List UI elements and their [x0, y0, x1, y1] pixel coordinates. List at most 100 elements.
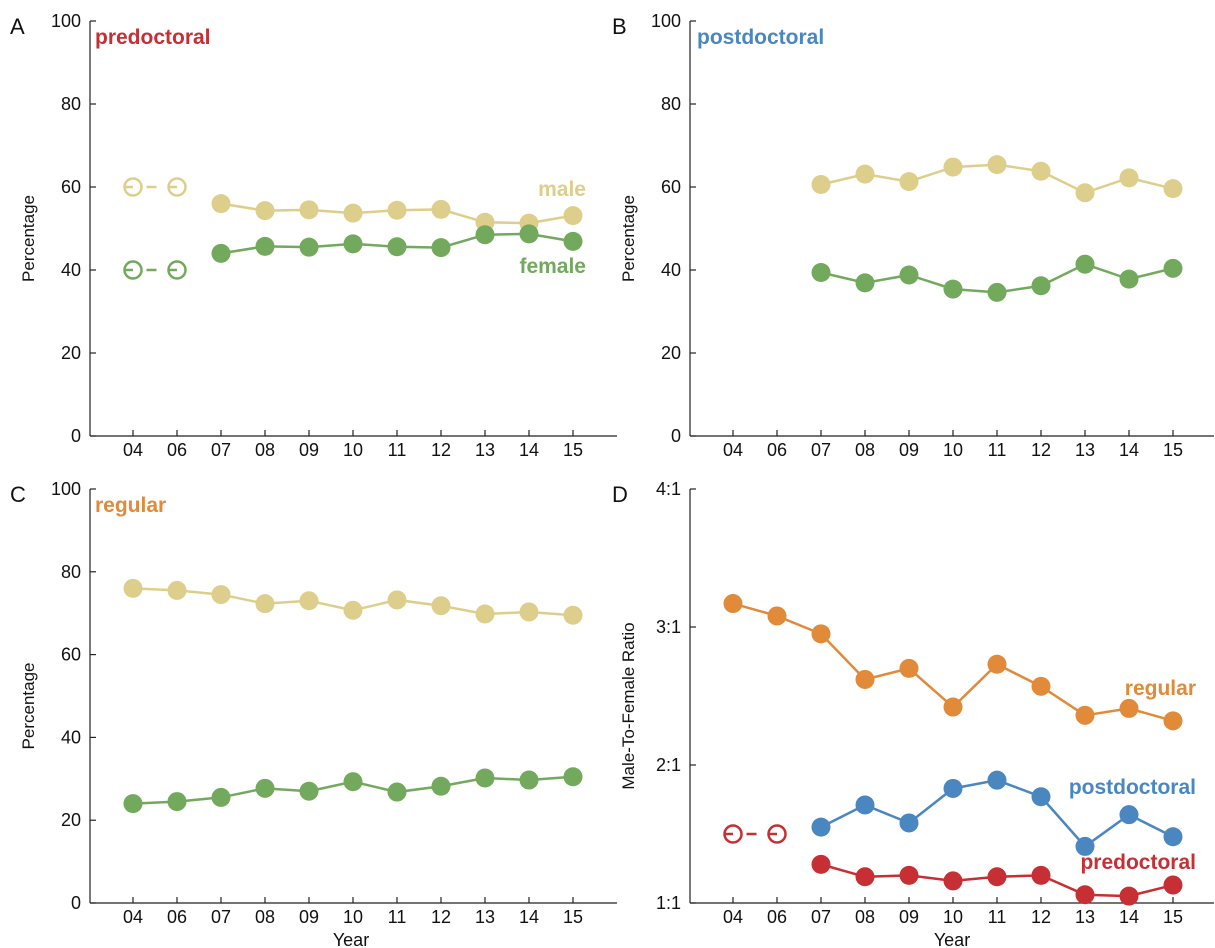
data-point	[1075, 183, 1095, 203]
x-tick-label: 15	[1163, 440, 1183, 460]
data-point	[299, 781, 319, 801]
x-tick-label: 06	[767, 907, 787, 927]
data-point	[1031, 676, 1051, 696]
x-axis-label: Year	[333, 930, 369, 948]
x-tick-label: 13	[1075, 440, 1095, 460]
data-point	[1031, 787, 1051, 807]
data-point	[299, 237, 319, 257]
data-point	[811, 175, 831, 195]
x-tick-label: 04	[123, 440, 143, 460]
data-point	[431, 776, 451, 796]
y-tick-label: 3:1	[656, 617, 681, 637]
x-tick-label: 12	[1031, 440, 1051, 460]
x-tick-label: 06	[167, 440, 187, 460]
y-tick-label: 100	[651, 11, 681, 31]
x-tick-label: 06	[767, 440, 787, 460]
data-point	[167, 580, 187, 600]
series-label: female	[519, 255, 586, 278]
series-s1	[811, 254, 1183, 302]
x-tick-label: 14	[519, 907, 539, 927]
data-point	[943, 279, 963, 299]
series-predoctoral: predoctoral	[723, 824, 1196, 906]
x-tick-label: 07	[811, 907, 831, 927]
x-tick-label: 08	[255, 907, 275, 927]
y-tick-label: 100	[51, 479, 81, 499]
chart-panel-a: A 0 20 40 60 80 100 04 06 07 08 09 10 11 12 13 14 15 Perce…	[10, 11, 617, 460]
data-point	[343, 772, 363, 792]
series-postdoctoral: postdoctoral	[811, 770, 1196, 856]
data-point	[855, 669, 875, 689]
data-point	[255, 778, 275, 798]
y-tick-label: 20	[61, 810, 81, 830]
y-tick-label: 40	[61, 727, 81, 747]
x-tick-label: 11	[388, 440, 407, 460]
x-tick-label: 11	[388, 907, 407, 927]
x-tick-label: 09	[299, 440, 319, 460]
y-tick-label: 100	[51, 11, 81, 31]
x-tick-label: 11	[988, 907, 1007, 927]
data-point	[563, 206, 583, 226]
series-s1	[123, 767, 583, 814]
x-tick-label: 10	[943, 440, 963, 460]
data-point	[899, 658, 919, 678]
y-axis-label: Percentage	[19, 195, 38, 282]
data-point	[343, 600, 363, 620]
data-point	[943, 778, 963, 798]
series-label: regular	[1125, 677, 1196, 700]
x-tick-label: 15	[563, 907, 583, 927]
data-point	[475, 768, 495, 788]
data-point	[1163, 875, 1183, 895]
x-tick-label: 10	[943, 907, 963, 927]
data-point	[987, 155, 1007, 175]
y-tick-label: 40	[61, 260, 81, 280]
series-male: male	[123, 177, 586, 233]
data-point	[563, 767, 583, 787]
data-point	[987, 867, 1007, 887]
data-point	[899, 865, 919, 885]
panel-title: postdoctoral	[697, 26, 824, 49]
series-label: male	[538, 178, 586, 201]
y-axis-label: Male-To-Female Ratio	[619, 622, 638, 789]
x-tick-label: 09	[299, 907, 319, 927]
data-point	[211, 585, 231, 605]
data-point	[431, 199, 451, 219]
data-point	[899, 172, 919, 192]
data-point	[1075, 885, 1095, 905]
y-tick-label: 0	[71, 426, 81, 446]
data-point	[299, 200, 319, 220]
data-point	[1075, 836, 1095, 856]
data-point	[811, 817, 831, 837]
data-point	[987, 770, 1007, 790]
x-tick-label: 10	[343, 907, 363, 927]
data-point	[723, 594, 743, 614]
x-tick-label: 14	[1119, 440, 1139, 460]
data-point	[855, 867, 875, 887]
x-tick-label: 06	[167, 907, 187, 927]
y-tick-label: 0	[671, 426, 681, 446]
x-axis-label: Year	[934, 930, 970, 948]
y-axis-label: Percentage	[619, 195, 638, 282]
data-point	[987, 282, 1007, 302]
x-tick-label: 12	[431, 440, 451, 460]
data-point	[167, 792, 187, 812]
data-point	[767, 606, 787, 626]
series-label: predoctoral	[1080, 851, 1196, 874]
data-point	[1031, 161, 1051, 181]
x-tick-label: 11	[988, 440, 1007, 460]
data-point	[855, 795, 875, 815]
data-point	[387, 237, 407, 257]
series-female: female	[123, 224, 586, 280]
data-point	[855, 164, 875, 184]
x-tick-label: 04	[123, 907, 143, 927]
data-point	[475, 604, 495, 624]
x-tick-label: 09	[899, 907, 919, 927]
data-point	[519, 602, 539, 622]
data-point	[1163, 711, 1183, 731]
data-point	[1119, 269, 1139, 289]
x-tick-label: 15	[563, 440, 583, 460]
x-tick-label: 04	[723, 907, 743, 927]
panel-letter: D	[612, 482, 628, 507]
x-tick-label: 13	[1075, 907, 1095, 927]
data-point	[943, 157, 963, 177]
panel-letter: C	[10, 482, 26, 507]
